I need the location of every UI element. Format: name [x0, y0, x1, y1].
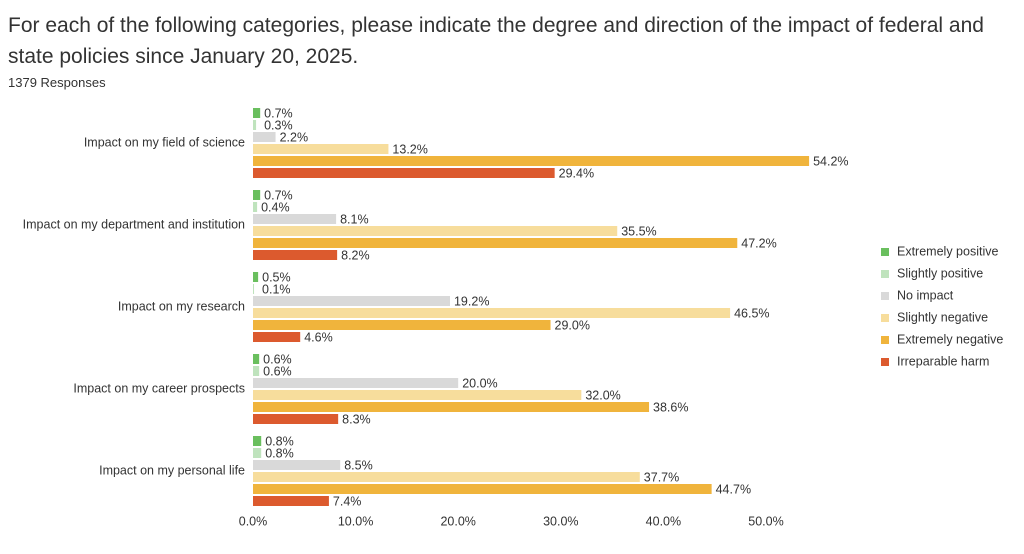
legend-swatch: [881, 314, 889, 322]
legend-swatch: [881, 336, 889, 344]
bar: [253, 284, 255, 294]
bar: [253, 366, 260, 376]
value-label: 0.7%: [264, 106, 293, 120]
bar: [253, 202, 258, 212]
bar: [253, 320, 551, 330]
bar: [253, 238, 738, 248]
legend-swatch: [881, 270, 889, 278]
value-label: 8.1%: [340, 212, 369, 226]
y-tick-label: Impact on my field of science: [84, 135, 245, 149]
bar: [253, 168, 555, 178]
value-label: 32.0%: [585, 388, 620, 402]
x-tick-label: 0.0%: [239, 514, 268, 528]
legend-swatch: [881, 248, 889, 256]
bar: [253, 436, 262, 446]
value-label: 8.5%: [344, 458, 373, 472]
x-tick-label: 10.0%: [338, 514, 373, 528]
value-label: 38.6%: [653, 400, 688, 414]
x-tick-label: 50.0%: [748, 514, 783, 528]
bar: [253, 472, 640, 482]
value-label: 29.4%: [559, 166, 594, 180]
x-tick-label: 20.0%: [440, 514, 475, 528]
bar: [253, 156, 810, 166]
bar: [253, 484, 712, 494]
value-label: 8.3%: [342, 412, 371, 426]
bar: [253, 448, 262, 458]
bar: [253, 308, 731, 318]
value-label: 0.3%: [264, 118, 293, 132]
value-label: 0.8%: [265, 434, 294, 448]
bar: [253, 272, 259, 282]
legend-label: Slightly negative: [897, 310, 988, 324]
value-label: 4.6%: [304, 330, 333, 344]
legend-label: Slightly positive: [897, 266, 983, 280]
legend-label: No impact: [897, 288, 954, 302]
bar: [253, 120, 257, 130]
value-label: 0.1%: [262, 282, 291, 296]
legend-swatch: [881, 292, 889, 300]
bar: [253, 226, 618, 236]
x-tick-label: 40.0%: [646, 514, 681, 528]
value-label: 0.6%: [263, 364, 292, 378]
value-label: 7.4%: [333, 494, 362, 508]
y-tick-label: Impact on my personal life: [99, 463, 245, 477]
legend-label: Irreparable harm: [897, 354, 989, 368]
bar: [253, 378, 459, 388]
bar: [253, 108, 261, 118]
bar: [253, 190, 261, 200]
bar: [253, 414, 339, 424]
chart-subtitle: 1379 Responses: [8, 75, 106, 90]
value-label: 2.2%: [280, 130, 309, 144]
value-label: 8.2%: [341, 248, 370, 262]
value-label: 0.6%: [263, 352, 292, 366]
value-label: 0.4%: [261, 200, 290, 214]
y-tick-label: Impact on my department and institution: [23, 217, 245, 231]
value-label: 44.7%: [716, 482, 751, 496]
bar: [253, 460, 341, 470]
value-label: 46.5%: [734, 306, 769, 320]
legend-label: Extremely negative: [897, 332, 1003, 346]
chart-title: For each of the following categories, pl…: [8, 14, 984, 68]
bar: [253, 496, 329, 506]
value-label: 0.5%: [262, 270, 291, 284]
bar: [253, 390, 582, 400]
legend-label: Extremely positive: [897, 244, 998, 258]
bar: [253, 250, 338, 260]
bar: [253, 332, 301, 342]
value-label: 37.7%: [644, 470, 679, 484]
bar: [253, 296, 450, 306]
bar: [253, 214, 337, 224]
y-tick-label: Impact on my research: [118, 299, 245, 313]
x-tick-label: 30.0%: [543, 514, 578, 528]
bar: [253, 402, 650, 412]
legend-swatch: [881, 358, 889, 366]
value-label: 0.7%: [264, 188, 293, 202]
bar: [253, 354, 260, 364]
value-label: 35.5%: [621, 224, 656, 238]
value-label: 0.8%: [265, 446, 294, 460]
value-label: 54.2%: [813, 154, 848, 168]
y-tick-label: Impact on my career prospects: [73, 381, 245, 395]
bar: [253, 132, 276, 142]
value-label: 13.2%: [392, 142, 427, 156]
bar: [253, 144, 389, 154]
value-label: 29.0%: [555, 318, 590, 332]
value-label: 19.2%: [454, 294, 489, 308]
value-label: 20.0%: [462, 376, 497, 390]
value-label: 47.2%: [741, 236, 776, 250]
